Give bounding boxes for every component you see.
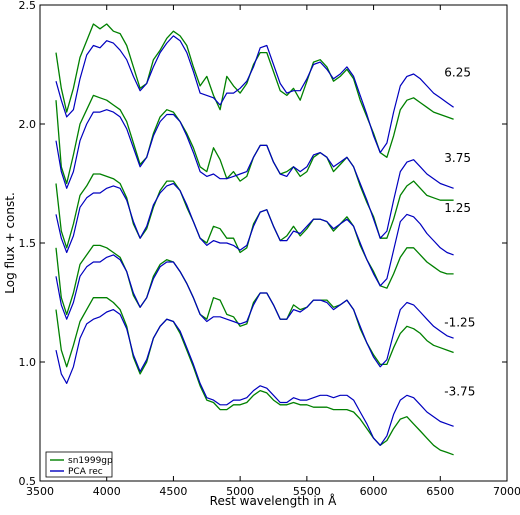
y-tick-label: 2.0 bbox=[19, 118, 37, 131]
observed-spectrum-m1p25 bbox=[55, 244, 454, 366]
x-tick-label: 4500 bbox=[159, 485, 187, 498]
legend: sn1999gp PCA rec bbox=[45, 451, 113, 478]
epoch-label: 1.25 bbox=[444, 201, 471, 215]
y-tick-label: 0.5 bbox=[19, 475, 37, 488]
x-tick-label: 6000 bbox=[360, 485, 388, 498]
y-tick-label: 1.0 bbox=[19, 356, 37, 369]
x-tick-label: 4000 bbox=[93, 485, 121, 498]
pca-reconstruction-3p75 bbox=[55, 109, 454, 239]
observed-spectrum-3p75 bbox=[55, 94, 454, 239]
epoch-label: -1.25 bbox=[444, 315, 475, 329]
epoch-label: 6.25 bbox=[444, 65, 471, 79]
x-tick-label: 3500 bbox=[26, 485, 54, 498]
axis-ticks bbox=[39, 4, 508, 482]
plot-frame bbox=[39, 4, 508, 482]
pca-reconstruction-m3p75 bbox=[55, 309, 454, 446]
pca-reconstruction-6p25 bbox=[55, 35, 454, 154]
x-tick-label: 5500 bbox=[293, 485, 321, 498]
y-tick-label: 1.5 bbox=[19, 237, 37, 250]
legend-box bbox=[45, 451, 113, 478]
pca-reconstruction-m1p25 bbox=[55, 254, 454, 368]
observed-spectrum-6p25 bbox=[55, 23, 454, 158]
epoch-label: 3.75 bbox=[444, 151, 471, 165]
observed-spectrum-1p25 bbox=[55, 173, 454, 289]
x-tick-label: 7000 bbox=[493, 485, 520, 498]
series-layer bbox=[55, 23, 454, 456]
x-tick-label: 6500 bbox=[426, 485, 454, 498]
legend-label-pca-rec: PCA rec bbox=[68, 467, 103, 477]
epoch-labels: 6.25 3.75 1.25 -1.25 -3.75 bbox=[444, 65, 475, 398]
tick-labels: 3500 4000 4500 5000 5500 6000 6500 7000 0.5 1.0 1.… bbox=[19, 0, 520, 498]
observed-spectrum-m3p75 bbox=[55, 297, 454, 456]
pca-reconstruction-1p25 bbox=[55, 182, 454, 287]
legend-label-sn1999gp: sn1999gp bbox=[68, 456, 113, 466]
epoch-label: -3.75 bbox=[444, 384, 475, 398]
x-axis-label: Rest wavelength in Å bbox=[210, 493, 337, 508]
y-axis-label: Log flux + const. bbox=[3, 192, 17, 294]
x-tick-label: 5000 bbox=[226, 485, 254, 498]
y-tick-label: 2.5 bbox=[19, 0, 37, 12]
